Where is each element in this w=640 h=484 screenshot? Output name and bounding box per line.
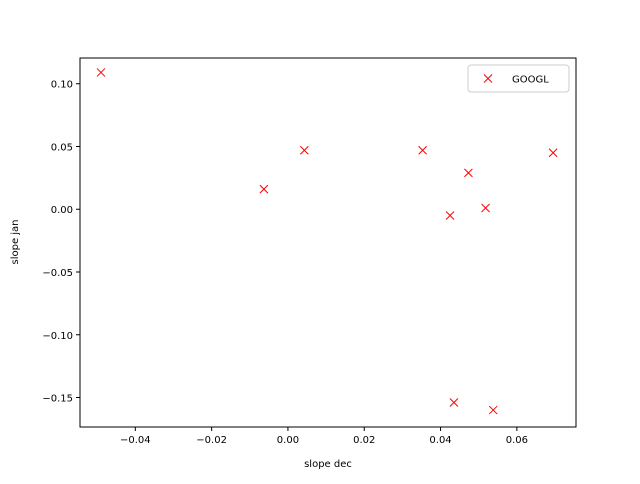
y-tick-label: 0.05: [51, 142, 73, 153]
legend-marker: [483, 74, 493, 83]
x-tick-label: 0.04: [429, 435, 451, 446]
x-tick-label: 0.02: [353, 435, 375, 446]
scatter-point: [464, 168, 473, 178]
plot-frame: [79, 57, 577, 428]
scatter-point: [488, 405, 498, 415]
y-tick-label: −0.15: [42, 394, 73, 405]
scatter-point: [449, 398, 459, 407]
legend-label: GOOGL: [512, 75, 549, 86]
scatter-point: [481, 203, 490, 213]
x-tick-label: −0.02: [196, 435, 227, 446]
scatter-point: [259, 184, 269, 194]
y-tick-label: −0.10: [42, 331, 73, 342]
y-tick-label: −0.05: [42, 268, 73, 279]
scatter-point: [96, 68, 106, 77]
x-tick-label: 0.00: [277, 435, 299, 446]
scatter-point: [299, 145, 309, 155]
x-tick-label: 0.06: [506, 435, 528, 446]
y-tick-label: 0.00: [51, 205, 73, 216]
y-axis-label: slope jan: [10, 219, 21, 264]
scatter-point: [445, 211, 455, 220]
x-tick-label: −0.04: [120, 435, 151, 446]
x-axis-label: slope dec: [304, 459, 352, 470]
scatter-point: [418, 145, 427, 155]
scatter-point: [548, 148, 558, 158]
legend-box: [467, 64, 570, 93]
y-tick-label: 0.10: [51, 80, 73, 91]
